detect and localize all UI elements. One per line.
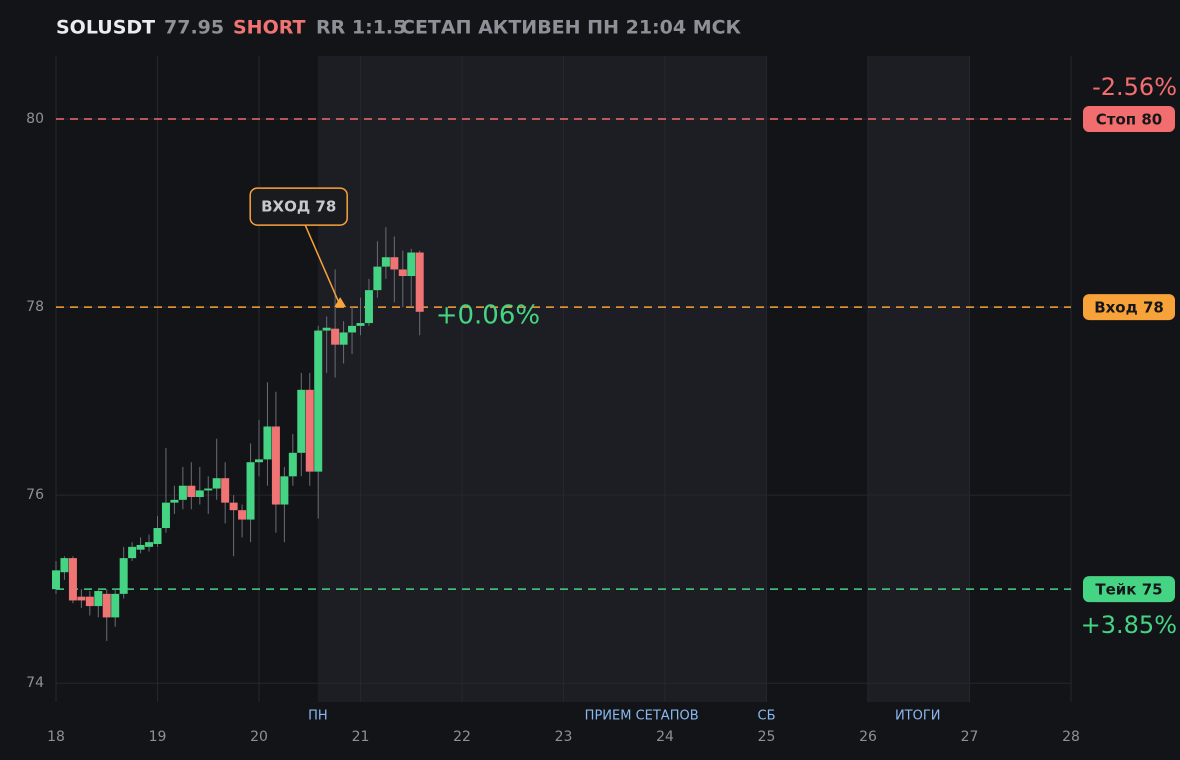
- candle-body: [305, 389, 314, 472]
- candle-body: [178, 485, 187, 500]
- candle-body: [356, 323, 365, 326]
- status: СЕТАП АКТИВЕН ПН 21:04 МСК: [401, 17, 742, 39]
- candle-body: [85, 596, 94, 607]
- session-shade: [868, 56, 970, 702]
- level-change: +3.85%: [1081, 611, 1177, 639]
- session-label: ПН: [308, 709, 328, 724]
- candle-body: [331, 328, 340, 345]
- x-tick-label: 24: [656, 729, 674, 745]
- candle-body: [128, 546, 137, 559]
- candle-body: [364, 290, 373, 324]
- candle-body: [246, 462, 255, 520]
- candle-body: [221, 478, 230, 503]
- level-pill: [1083, 106, 1175, 133]
- candle-body: [288, 452, 297, 477]
- candle-body: [297, 389, 306, 453]
- candle-body: [111, 593, 120, 618]
- session-label: ИТОГИ: [895, 709, 941, 724]
- entry-label: ВХОД 78: [261, 198, 336, 216]
- candle-body: [280, 476, 289, 505]
- candle-body: [238, 510, 247, 520]
- candle-body: [348, 325, 357, 333]
- level-change: -2.56%: [1092, 73, 1177, 101]
- candle-body: [407, 252, 416, 277]
- candle-body: [145, 542, 154, 547]
- candle-body: [119, 558, 128, 594]
- side: SHORT: [233, 17, 306, 39]
- candle-body: [102, 593, 111, 618]
- candle-body: [263, 426, 272, 460]
- candle-body: [204, 488, 213, 491]
- session-shade: [317, 56, 767, 702]
- entry-marker: [334, 297, 347, 308]
- y-tick-label: 74: [26, 675, 44, 691]
- candle-body: [161, 502, 170, 529]
- session-label: ПРИЕМ СЕТАПОВ: [585, 709, 699, 724]
- candle-body: [229, 502, 238, 511]
- candle-body: [187, 485, 196, 498]
- y-tick-label: 78: [26, 299, 44, 315]
- session-label: СБ: [758, 709, 776, 724]
- candle-body: [255, 459, 263, 463]
- candle-body: [398, 269, 407, 277]
- candle-body: [415, 252, 424, 312]
- candle-body: [390, 257, 399, 270]
- level-pill: [1083, 576, 1175, 603]
- rr: RR 1:1.5: [316, 17, 406, 39]
- level-label: Вход 78: [1094, 299, 1164, 317]
- header: SOLUSDT 77.95 SHORT RR 1:1.5 СЕТАП АКТИВ…: [56, 17, 742, 39]
- candle-body: [373, 266, 382, 291]
- candle-body: [52, 570, 60, 590]
- x-tick-label: 25: [758, 729, 776, 745]
- candle-body: [60, 558, 69, 573]
- x-tick-label: 21: [352, 729, 370, 745]
- candle-body: [212, 478, 221, 489]
- level-label: Тейк 75: [1095, 581, 1162, 599]
- candle-body: [381, 257, 390, 267]
- candle-body: [339, 332, 348, 345]
- candle-body: [136, 544, 145, 550]
- y-tick-label: 80: [26, 111, 44, 127]
- candle-body: [170, 499, 179, 503]
- candle-body: [94, 591, 103, 607]
- entry-pointer: [304, 224, 339, 302]
- y-tick-label: 76: [26, 487, 44, 503]
- level-label: Стоп 80: [1096, 111, 1162, 129]
- x-tick-label: 26: [859, 729, 877, 745]
- x-tick-label: 22: [453, 729, 471, 745]
- candle-body: [153, 528, 162, 545]
- x-tick-label: 19: [149, 729, 167, 745]
- entry-box: [249, 187, 348, 226]
- x-tick-label: 23: [555, 729, 573, 745]
- last-change: +0.06%: [436, 300, 540, 330]
- candle-body: [322, 327, 331, 331]
- candle-body: [195, 490, 204, 498]
- x-tick-label: 18: [47, 729, 65, 745]
- candle-body: [271, 426, 280, 505]
- x-tick-label: 20: [250, 729, 268, 745]
- x-tick-label: 28: [1062, 729, 1080, 745]
- candle-body: [68, 558, 77, 601]
- candle-body: [77, 596, 86, 601]
- x-tick-label: 27: [961, 729, 979, 745]
- level-pill: [1083, 294, 1175, 321]
- symbol: SOLUSDT: [56, 17, 155, 39]
- price: 77.95: [164, 17, 224, 39]
- candle-body: [314, 330, 323, 472]
